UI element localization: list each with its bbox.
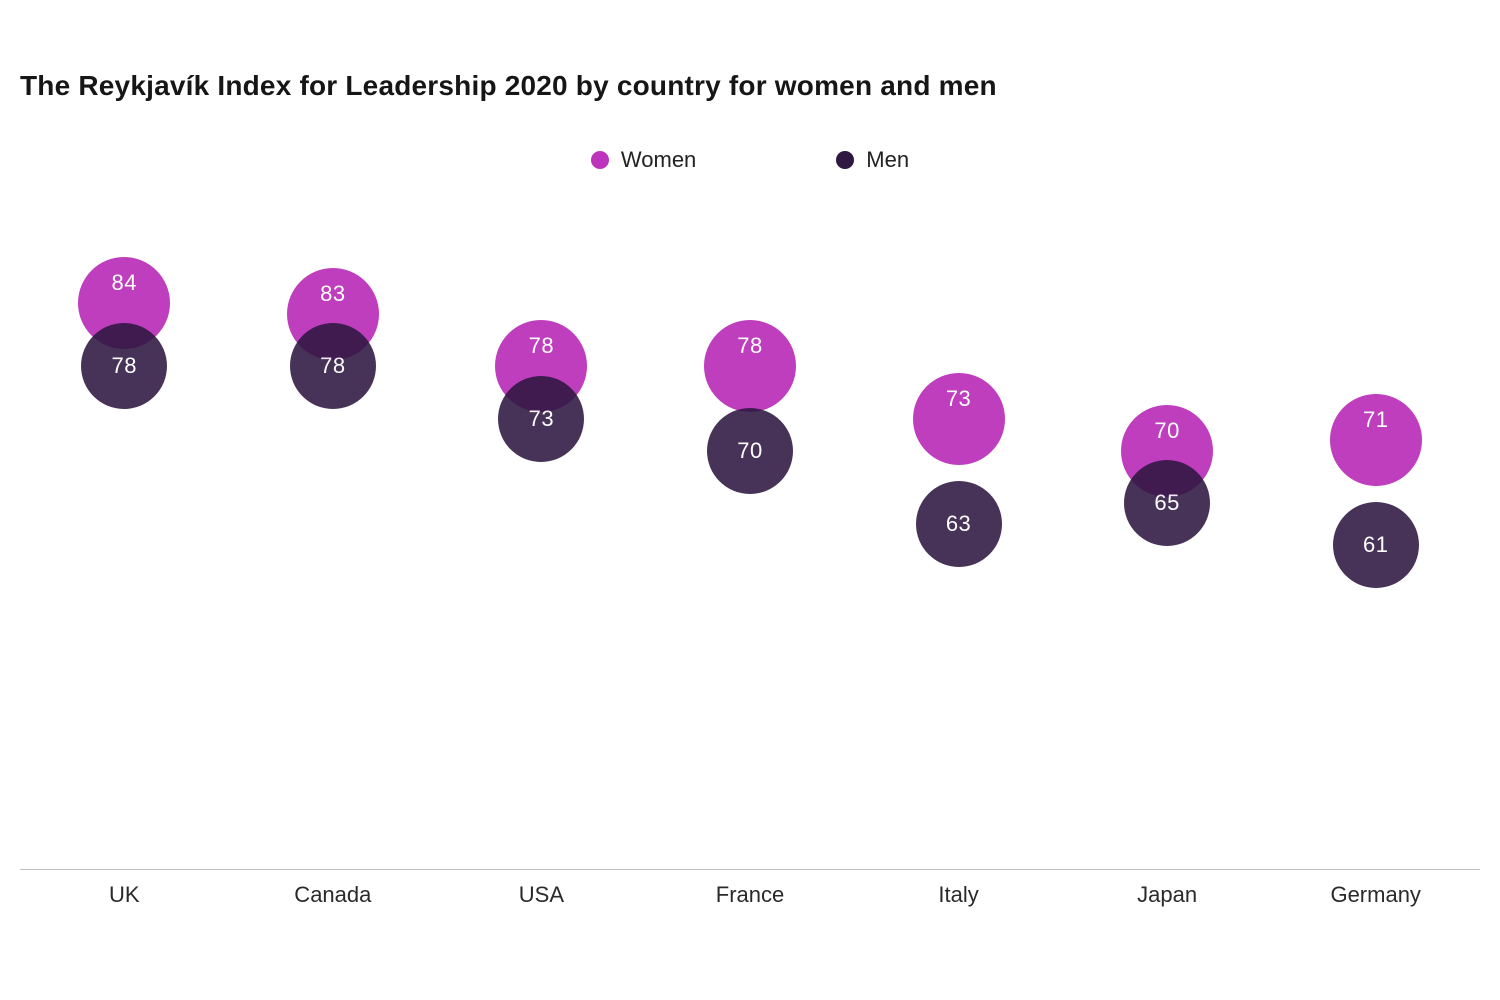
- x-label: UK: [109, 882, 140, 908]
- bubble-value-label: 70: [1154, 418, 1179, 444]
- bubble-women: 71: [1330, 394, 1422, 486]
- chart-title: The Reykjavík Index for Leadership 2020 …: [20, 70, 1500, 102]
- legend-item-men: Men: [836, 147, 909, 173]
- bubble-men: 61: [1333, 502, 1419, 588]
- legend-item-women: Women: [591, 147, 696, 173]
- bubble-value-label: 73: [529, 406, 554, 432]
- chart-frame: The Reykjavík Index for Leadership 2020 …: [0, 0, 1500, 1000]
- bubble-women: 78: [704, 320, 796, 412]
- plot-area: 84 83 78 78 73 70 71 78 78 73 70 63 65 61: [20, 200, 1480, 870]
- bubble-men: 78: [81, 323, 167, 409]
- bubble-men: 78: [290, 323, 376, 409]
- legend-label-men: Men: [866, 147, 909, 173]
- bubble-value-label: 78: [320, 353, 345, 379]
- x-axis-line: [20, 869, 1480, 870]
- bubble-value-label: 84: [112, 270, 137, 296]
- x-label: Italy: [938, 882, 978, 908]
- legend-swatch-women: [591, 151, 609, 169]
- legend-swatch-men: [836, 151, 854, 169]
- bubble-men: 70: [707, 408, 793, 494]
- bubble-men: 73: [498, 376, 584, 462]
- bubble-men: 63: [916, 481, 1002, 567]
- bubble-value-label: 83: [320, 281, 345, 307]
- bubble-value-label: 73: [946, 386, 971, 412]
- x-label: Japan: [1137, 882, 1197, 908]
- bubble-value-label: 78: [529, 333, 554, 359]
- bubble-value-label: 70: [737, 438, 762, 464]
- x-axis-labels: UK Canada USA France Italy Japan Germany: [20, 882, 1480, 922]
- x-label: Canada: [294, 882, 371, 908]
- bubble-men: 65: [1124, 460, 1210, 546]
- bubble-value-label: 78: [737, 333, 762, 359]
- bubble-value-label: 71: [1363, 407, 1388, 433]
- x-label: Germany: [1330, 882, 1420, 908]
- x-label: France: [716, 882, 784, 908]
- bubble-value-label: 61: [1363, 532, 1388, 558]
- legend: Women Men: [0, 147, 1500, 173]
- bubble-value-label: 65: [1154, 490, 1179, 516]
- bubble-women: 73: [913, 373, 1005, 465]
- legend-label-women: Women: [621, 147, 696, 173]
- x-label: USA: [519, 882, 564, 908]
- bubble-value-label: 63: [946, 511, 971, 537]
- bubble-value-label: 78: [112, 353, 137, 379]
